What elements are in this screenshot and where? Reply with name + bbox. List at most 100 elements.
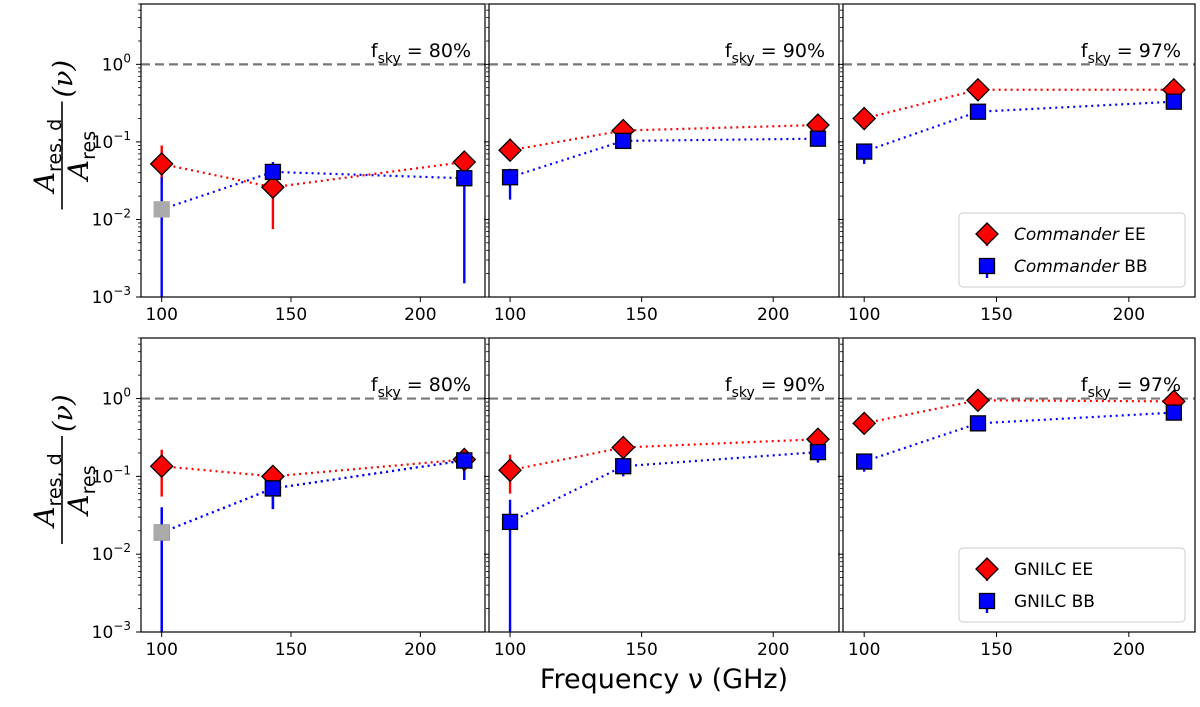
bb-data-point xyxy=(615,458,632,475)
panel-frame xyxy=(140,337,486,633)
data-layer xyxy=(498,427,830,632)
bb-data-point xyxy=(969,103,987,120)
bb-data-point xyxy=(501,513,519,531)
bb-series-line xyxy=(161,170,465,211)
legend-square-marker xyxy=(978,592,996,610)
x-tick-label: 100 xyxy=(145,305,177,325)
x-tick-label: 200 xyxy=(757,640,789,660)
y-axis-suffix: (ν) xyxy=(48,395,79,432)
fsky-label: fsky = 80% xyxy=(371,40,471,67)
x-tick-label: 150 xyxy=(980,640,1012,660)
x-tick-label: 200 xyxy=(757,305,789,325)
legend-diamond-marker xyxy=(975,557,999,581)
y-tick-label: 10−1 xyxy=(92,463,131,487)
y-axis-denominator: Ares xyxy=(62,131,100,183)
panel-frame xyxy=(488,337,840,633)
legend-label: Commander BB xyxy=(1014,257,1148,277)
y-axis-suffix: (ν) xyxy=(48,60,79,97)
legend-label: Commander EE xyxy=(1014,225,1146,245)
fsky-label: fsky = 97% xyxy=(1081,374,1181,401)
panel-frame xyxy=(842,337,1196,633)
legend-label: GNILC BB xyxy=(1014,592,1095,612)
y-tick-label: 10−3 xyxy=(92,284,131,308)
panel-r1-c0: fsky = 80% 100 150 200 10−3 10−2 10−1 100 xyxy=(92,337,486,660)
legend-box xyxy=(958,547,1186,623)
bb-data-point xyxy=(856,453,873,470)
ee-data-point xyxy=(149,454,174,479)
legend-square-marker xyxy=(978,257,996,275)
bb-data-point xyxy=(969,415,987,432)
y-tick-label: 100 xyxy=(102,386,131,410)
ee-data-point xyxy=(966,388,990,413)
bb-data-point xyxy=(153,524,170,541)
bb-data-point xyxy=(501,169,519,186)
legend-box xyxy=(958,212,1186,288)
ee-data-point xyxy=(611,435,636,460)
panel-r0-c0: fsky = 80% 100 150 200 10−3 10−2 10−1 100 xyxy=(92,3,486,325)
ee-data-point xyxy=(452,150,477,174)
bb-data-point xyxy=(856,143,873,160)
data-layer xyxy=(149,145,477,297)
x-tick-label: 200 xyxy=(404,640,436,660)
x-tick-label: 150 xyxy=(625,305,657,325)
x-tick-label: 150 xyxy=(275,305,307,325)
y-tick-label: 10−2 xyxy=(92,541,131,565)
y-axis-numerator: Ares, d xyxy=(28,453,66,529)
bb-series-line xyxy=(863,100,1174,153)
ee-data-point xyxy=(260,175,285,200)
data-layer xyxy=(149,447,477,632)
data-layer xyxy=(852,77,1186,164)
ee-series-line xyxy=(509,123,818,152)
bb-series-line xyxy=(509,451,819,523)
x-tick-label: 100 xyxy=(494,305,526,325)
x-tick-label: 150 xyxy=(980,305,1012,325)
x-tick-label: 200 xyxy=(1113,640,1145,660)
panel-r1-c1: fsky = 90% 100 150 200 xyxy=(484,337,840,660)
bb-series-line xyxy=(161,459,465,534)
x-tick-label: 100 xyxy=(494,640,526,660)
x-tick-label: 200 xyxy=(404,305,436,325)
data-layer xyxy=(852,388,1186,472)
ee-series-line xyxy=(863,88,1174,120)
y-tick-label: 10−2 xyxy=(92,206,131,230)
ee-series-line xyxy=(863,399,1174,425)
ee-data-point xyxy=(498,458,522,483)
x-tick-label: 100 xyxy=(848,640,880,660)
panel-frame xyxy=(488,3,840,298)
x-axis-title: Frequency ν (GHz) xyxy=(540,664,788,695)
legend: Commander EE Commander BB xyxy=(958,212,1186,288)
ee-data-point xyxy=(852,106,877,131)
x-tick-label: 100 xyxy=(145,640,177,660)
fsky-label: fsky = 80% xyxy=(371,374,471,401)
x-tick-label: 200 xyxy=(1113,305,1145,325)
bb-data-point xyxy=(264,480,282,497)
ee-series-line xyxy=(161,458,465,478)
ee-data-point xyxy=(149,152,174,176)
bb-series-line xyxy=(161,459,465,534)
bb-series-line xyxy=(863,411,1174,463)
panel-frame xyxy=(140,3,486,298)
y-axis-numerator: Ares, d xyxy=(28,119,66,195)
bb-data-point xyxy=(264,163,282,181)
bb-data-point xyxy=(809,130,827,147)
fsky-label: fsky = 90% xyxy=(725,40,825,67)
bb-data-point xyxy=(615,132,632,150)
y-tick-label: 10−1 xyxy=(92,129,131,153)
bb-series-line xyxy=(509,137,818,179)
bb-data-point xyxy=(456,452,473,469)
bb-data-point xyxy=(153,201,170,218)
legend-label: GNILC EE xyxy=(1014,560,1093,580)
panel-r0-c2: fsky = 97% 100 150 200 xyxy=(838,3,1196,325)
ee-data-point xyxy=(498,138,522,163)
x-tick-label: 150 xyxy=(625,640,657,660)
legend-diamond-marker xyxy=(975,222,999,246)
legend: GNILC EE GNILC BB xyxy=(958,547,1186,623)
y-tick-label: 100 xyxy=(102,51,131,75)
panel-frame xyxy=(842,3,1196,298)
bb-data-point xyxy=(809,443,827,461)
bb-data-point xyxy=(1165,404,1182,421)
fsky-label: fsky = 97% xyxy=(1081,40,1181,67)
